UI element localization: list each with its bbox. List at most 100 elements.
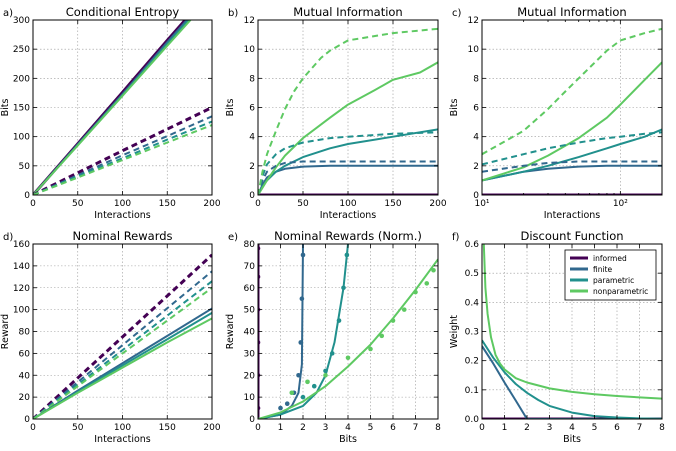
panel-5-informed-point-4 bbox=[258, 274, 261, 280]
panel-6-ytick-label-5: 0.5 bbox=[465, 269, 479, 279]
panel-4-ytick-label-0: 0 bbox=[24, 415, 30, 425]
panel-5-nonparametric-point-0 bbox=[289, 390, 295, 396]
panel-4-xtick-label-2: 100 bbox=[114, 423, 131, 433]
panel-5-xtick-label-2: 2 bbox=[300, 423, 306, 433]
panel-2-ytick-label-4: 8 bbox=[249, 74, 255, 84]
panel-6-xlabel: Bits bbox=[563, 434, 581, 445]
panel-1-ytick-label-6: 300 bbox=[13, 16, 30, 26]
legend-label-nonparametric: nonparametric bbox=[593, 287, 648, 296]
panel-5-parametric-point-3 bbox=[329, 351, 335, 356]
legend-label-parametric: parametric bbox=[593, 276, 634, 285]
panel-3: 10¹ 10² 0 2 4 6 8 10 12 Mutual Information c) Inter… bbox=[449, 5, 663, 221]
panel-5-ylabel: Reward bbox=[225, 314, 236, 349]
panel-1-xtick-label-1: 50 bbox=[72, 199, 84, 209]
panel-1-title: Conditional Entropy bbox=[66, 5, 180, 19]
panel-3-ytick-label-6: 12 bbox=[468, 16, 479, 26]
legend-label-finite: finite bbox=[593, 265, 613, 274]
panel-1-finite-dashed-line bbox=[33, 115, 212, 195]
panel-5-nonparametric-point-2 bbox=[323, 372, 328, 378]
panel-6-xtick-label-0: 0 bbox=[479, 423, 485, 433]
panel-2-nonparametric-dashed-line bbox=[258, 27, 438, 195]
panel-5-xtick-label-1: 1 bbox=[278, 423, 284, 433]
panel-5-finite-point-6 bbox=[300, 252, 306, 258]
panel-1-ytick-label-1: 50 bbox=[19, 162, 31, 172]
panel-4-label: d) bbox=[3, 232, 13, 243]
panel-6-ylabel: Weight bbox=[449, 315, 460, 348]
panel-6-ytick-label-4: 0.4 bbox=[465, 298, 480, 308]
panel-5-nonparametric-point-9 bbox=[424, 281, 430, 286]
panel-5-finite-point-3 bbox=[296, 372, 301, 378]
panel-5-nonparametric-solid-line bbox=[258, 258, 438, 419]
panel-6-xtick-label-2: 2 bbox=[524, 423, 530, 433]
panel-5-xtick-label-5: 5 bbox=[368, 423, 374, 433]
panel-4-title: Nominal Rewards bbox=[72, 229, 172, 243]
panel-5-title: Nominal Rewards (Norm.) bbox=[274, 229, 422, 243]
panel-4-xtick-label-0: 0 bbox=[30, 423, 36, 433]
panel-4: 0 50 100 150 200 0 20 40 60 80 100 120 140 160 Nominal… bbox=[0, 229, 221, 445]
panel-1-ytick-label-5: 250 bbox=[13, 45, 30, 55]
panel-2-xtick-label-4: 200 bbox=[429, 199, 446, 209]
panel-4-ytick-label-7: 140 bbox=[13, 262, 30, 272]
panel-6-xtick-label-4: 4 bbox=[569, 423, 575, 433]
panel-6-xtick-label-5: 5 bbox=[592, 423, 598, 433]
panel-5-nonparametric-point-8 bbox=[413, 289, 418, 295]
panel-5-xtick-label-0: 0 bbox=[255, 423, 261, 433]
panel-3-ytick-label-4: 8 bbox=[473, 74, 479, 84]
panel-5-finite-point-4 bbox=[298, 340, 304, 345]
panel-5-parametric-point-6 bbox=[344, 252, 350, 258]
panel-3-ytick-label-1: 2 bbox=[473, 162, 479, 172]
panel-2-xtick-label-3: 150 bbox=[384, 199, 401, 209]
panel-5-ytick-label-2: 20 bbox=[244, 371, 256, 381]
panel-6-ytick-label-6: 0.6 bbox=[465, 240, 480, 250]
panel-5-ytick-label-3: 30 bbox=[244, 349, 256, 359]
panel-1-label: a) bbox=[3, 8, 13, 19]
panel-6-series bbox=[482, 244, 662, 419]
panel-5-label: e) bbox=[228, 232, 238, 243]
panel-3-finite-dashed-line bbox=[482, 160, 662, 173]
panel-5-ytick-label-8: 80 bbox=[244, 240, 256, 250]
panel-2-ytick-label-0: 0 bbox=[249, 191, 255, 201]
panel-3-ytick-label-0: 0 bbox=[473, 191, 479, 201]
panel-4-ylabel: Reward bbox=[0, 314, 11, 349]
panel-3-nonparametric-solid-line bbox=[482, 61, 662, 182]
panel-4-ytick-label-1: 20 bbox=[19, 393, 31, 403]
panel-4-xlabel: Interactions bbox=[94, 434, 151, 445]
panel-1-series bbox=[33, 20, 212, 195]
panel-2-ylabel: Bits bbox=[225, 99, 236, 117]
panel-5-parametric-solid-line bbox=[258, 244, 349, 419]
panel-4-ytick-label-3: 60 bbox=[19, 349, 31, 359]
panel-6-xtick-label-1: 1 bbox=[502, 423, 508, 433]
panel-6-xtick-label-6: 6 bbox=[614, 423, 620, 433]
panel-2-ytick-label-3: 6 bbox=[249, 104, 255, 114]
panel-5-xtick-label-3: 3 bbox=[323, 423, 329, 433]
panel-3-series bbox=[482, 27, 662, 195]
panel-5-series bbox=[258, 244, 438, 419]
panel-5-ytick-label-7: 70 bbox=[244, 262, 256, 272]
panel-4-ytick-label-8: 160 bbox=[13, 240, 30, 250]
panel-2-ytick-label-2: 4 bbox=[249, 133, 255, 143]
panel-1: 0 50 100 150 200 0 50 100 150 200 250 300 Conditiona… bbox=[0, 5, 221, 221]
panel-2-ytick-label-6: 12 bbox=[244, 16, 255, 26]
panel-5-informed-point-5 bbox=[258, 246, 261, 251]
panel-5-parametric-point-4 bbox=[336, 318, 342, 323]
panel-5-nonparametric-point-3 bbox=[345, 355, 351, 361]
panel-3-ytick-label-2: 4 bbox=[473, 133, 479, 143]
panel-5-xlabel: Bits bbox=[339, 434, 357, 445]
panel-5-finite-point-1 bbox=[284, 401, 290, 406]
panel-2-xtick-label-2: 100 bbox=[339, 199, 356, 209]
panel-5-xtick-label-7: 7 bbox=[413, 423, 419, 433]
panel-5-nonparametric-point-6 bbox=[390, 318, 396, 323]
panel-6-ytick-label-1: 0.1 bbox=[465, 386, 479, 396]
panel-2-ytick-label-5: 10 bbox=[244, 45, 256, 55]
panel-6-xtick-label-3: 3 bbox=[547, 423, 553, 433]
panel-2-finite-dashed-line bbox=[258, 160, 438, 195]
panel-3-ylabel: Bits bbox=[449, 99, 460, 117]
panel-5-nonparametric-point-5 bbox=[379, 333, 385, 339]
panel-1-ylabel: Bits bbox=[0, 99, 11, 117]
panel-5-ytick-label-6: 60 bbox=[244, 284, 256, 294]
panel-4-ytick-label-4: 80 bbox=[19, 328, 31, 338]
panel-6: 0 1 2 3 4 5 6 7 8 0.0 0.1 0.2 0.3 0.4 0.5 0.6 Discount F… bbox=[449, 229, 665, 445]
panel-1-xtick-label-2: 100 bbox=[114, 199, 131, 209]
panel-4-xtick-label-4: 200 bbox=[203, 423, 220, 433]
